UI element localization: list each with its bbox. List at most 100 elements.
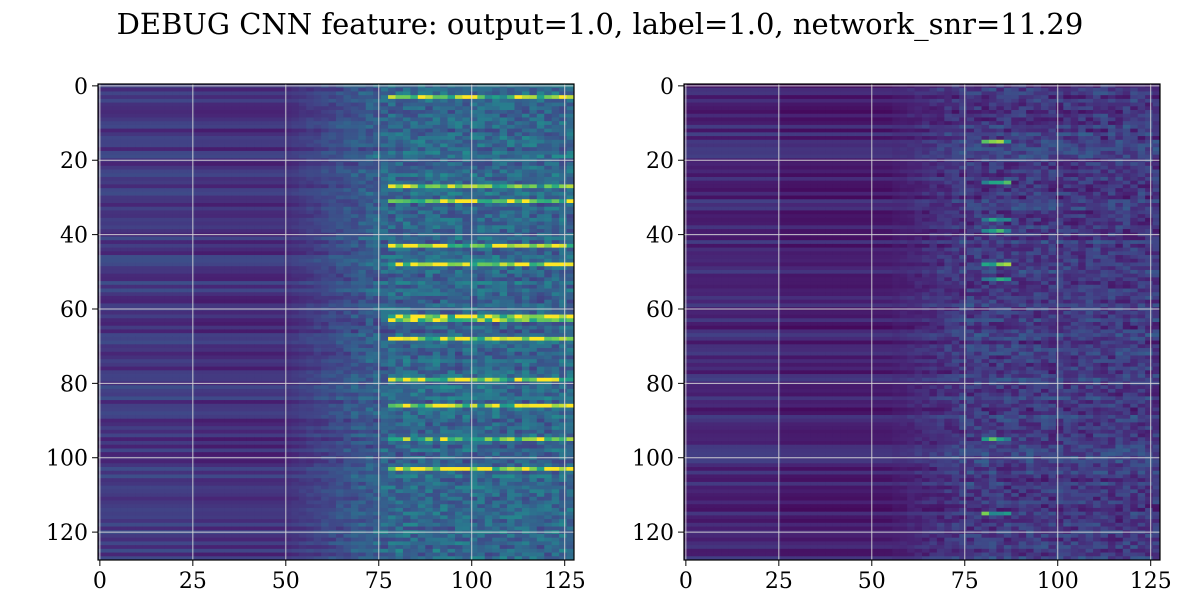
heatmap-cell (417, 336, 426, 341)
heatmap-cell (328, 314, 337, 319)
heatmap-cell (172, 310, 181, 315)
heatmap-cell (447, 269, 456, 275)
heatmap-cell (521, 217, 530, 222)
heatmap-cell (164, 188, 173, 193)
heatmap-cell (120, 210, 129, 215)
heatmap-cell (469, 336, 478, 341)
heatmap-cell (105, 374, 114, 379)
heatmap-cell (447, 203, 456, 208)
heatmap-cell (291, 121, 300, 126)
heatmap-cell (477, 173, 486, 178)
heatmap-cell (172, 117, 181, 122)
heatmap-cell (388, 206, 396, 211)
heatmap-cell (313, 229, 322, 234)
heatmap-cell (536, 147, 545, 152)
heatmap-cell (306, 87, 315, 92)
heatmap-cell (127, 173, 136, 178)
heatmap-cell (336, 284, 344, 289)
heatmap-cell (529, 95, 538, 100)
heatmap-cell (455, 214, 463, 219)
heatmap-cell (425, 325, 434, 330)
heatmap-cell (157, 236, 166, 241)
heatmap-cell (179, 214, 188, 219)
heatmap-cell (105, 243, 114, 249)
heatmap-cell (484, 362, 493, 368)
heatmap-cell (343, 247, 352, 252)
heatmap-cell (328, 318, 337, 323)
heatmap-cell (202, 180, 210, 185)
heatmap-cell (484, 210, 493, 215)
heatmap-cell (402, 139, 411, 144)
heatmap-cell (365, 214, 374, 219)
heatmap-cell (350, 277, 359, 282)
heatmap-cell (135, 303, 144, 308)
heatmap-cell (477, 247, 486, 252)
heatmap-cell (358, 351, 367, 356)
heatmap-cell (536, 132, 545, 137)
heatmap-cell (209, 91, 218, 96)
heatmap-cell (447, 333, 456, 338)
heatmap-cell (447, 98, 456, 103)
heatmap-cell (395, 184, 404, 189)
heatmap-cell (380, 273, 389, 278)
heatmap-cell (164, 195, 173, 200)
heatmap-cell (336, 91, 344, 96)
heatmap-cell (291, 154, 300, 159)
heatmap-cell (291, 240, 300, 245)
heatmap-cell (135, 173, 144, 178)
heatmap-cell (328, 195, 337, 200)
heatmap-cell (432, 281, 441, 286)
heatmap-cell (388, 184, 396, 189)
heatmap-cell (417, 106, 426, 111)
heatmap-cell (224, 322, 233, 327)
heatmap-cell (417, 344, 426, 349)
heatmap-cell (187, 87, 196, 92)
heatmap-cell (514, 284, 523, 289)
heatmap-cell (336, 173, 344, 178)
heatmap-cell (254, 98, 263, 103)
heatmap-cell (544, 318, 553, 323)
heatmap-cell (209, 143, 218, 148)
heatmap-cell (499, 262, 508, 267)
heatmap-cell (105, 210, 114, 215)
heatmap-cell (269, 132, 277, 137)
heatmap-cell (283, 214, 292, 219)
heatmap-cell (120, 91, 129, 96)
heatmap-cell (551, 199, 560, 204)
heatmap-cell (410, 269, 419, 275)
heatmap-cell (484, 262, 493, 267)
heatmap-cell (276, 303, 285, 308)
heatmap-cell (321, 322, 329, 327)
heatmap-cell (529, 355, 538, 360)
heatmap-cell (559, 113, 567, 118)
heatmap-cell (209, 240, 218, 245)
heatmap-cell (425, 318, 434, 323)
heatmap-cell (440, 277, 448, 282)
heatmap-cell (566, 258, 575, 263)
heatmap-cell (164, 251, 173, 256)
heatmap-cell (365, 269, 374, 275)
heatmap-cell (559, 344, 567, 349)
heatmap-cell (209, 266, 218, 271)
heatmap-cell (350, 195, 359, 200)
heatmap-cell (365, 173, 374, 178)
heatmap-cell (142, 366, 151, 371)
heatmap-cell (217, 139, 225, 144)
heatmap-cell (350, 136, 359, 141)
heatmap-cell (298, 247, 307, 252)
heatmap-cell (276, 106, 285, 111)
heatmap-cell (350, 217, 359, 222)
heatmap-cell (217, 269, 225, 275)
heatmap-cell (521, 169, 530, 174)
heatmap-cell (395, 314, 404, 319)
heatmap-cell (224, 336, 233, 341)
heatmap-cell (112, 184, 121, 189)
heatmap-cell (566, 284, 575, 289)
heatmap-cell (194, 117, 203, 122)
heatmap-cell (306, 362, 315, 368)
heatmap-cell (142, 310, 151, 315)
heatmap-cell (328, 351, 337, 356)
heatmap-cell (477, 284, 486, 289)
heatmap-cell (172, 225, 181, 230)
heatmap-cell (484, 273, 493, 278)
